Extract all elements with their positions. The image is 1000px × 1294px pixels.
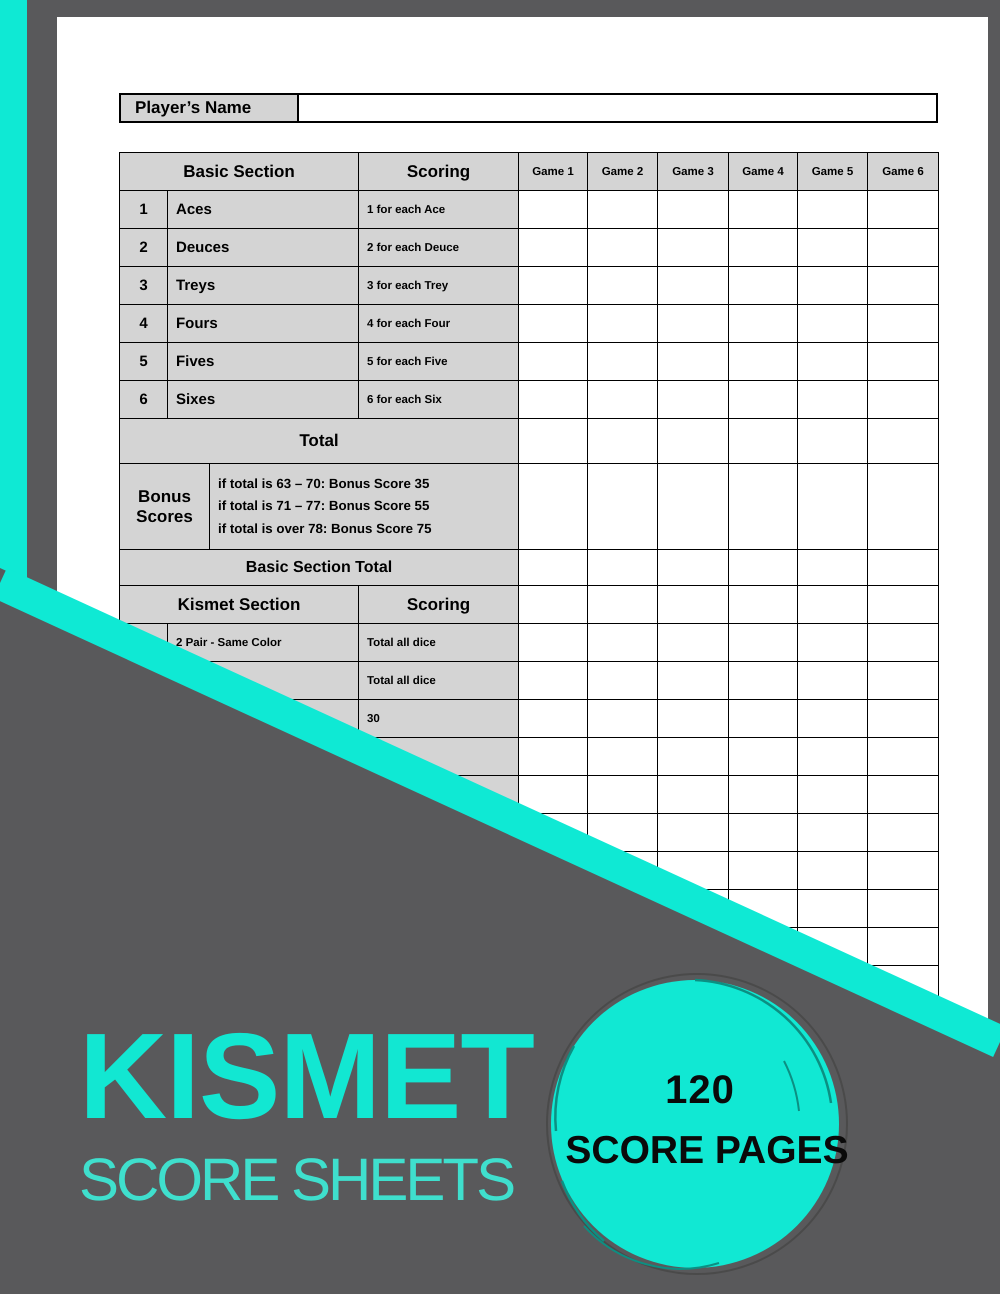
svg-text:120: 120 bbox=[665, 1068, 735, 1112]
svg-text:SCORE PAGES: SCORE PAGES bbox=[565, 1129, 848, 1172]
